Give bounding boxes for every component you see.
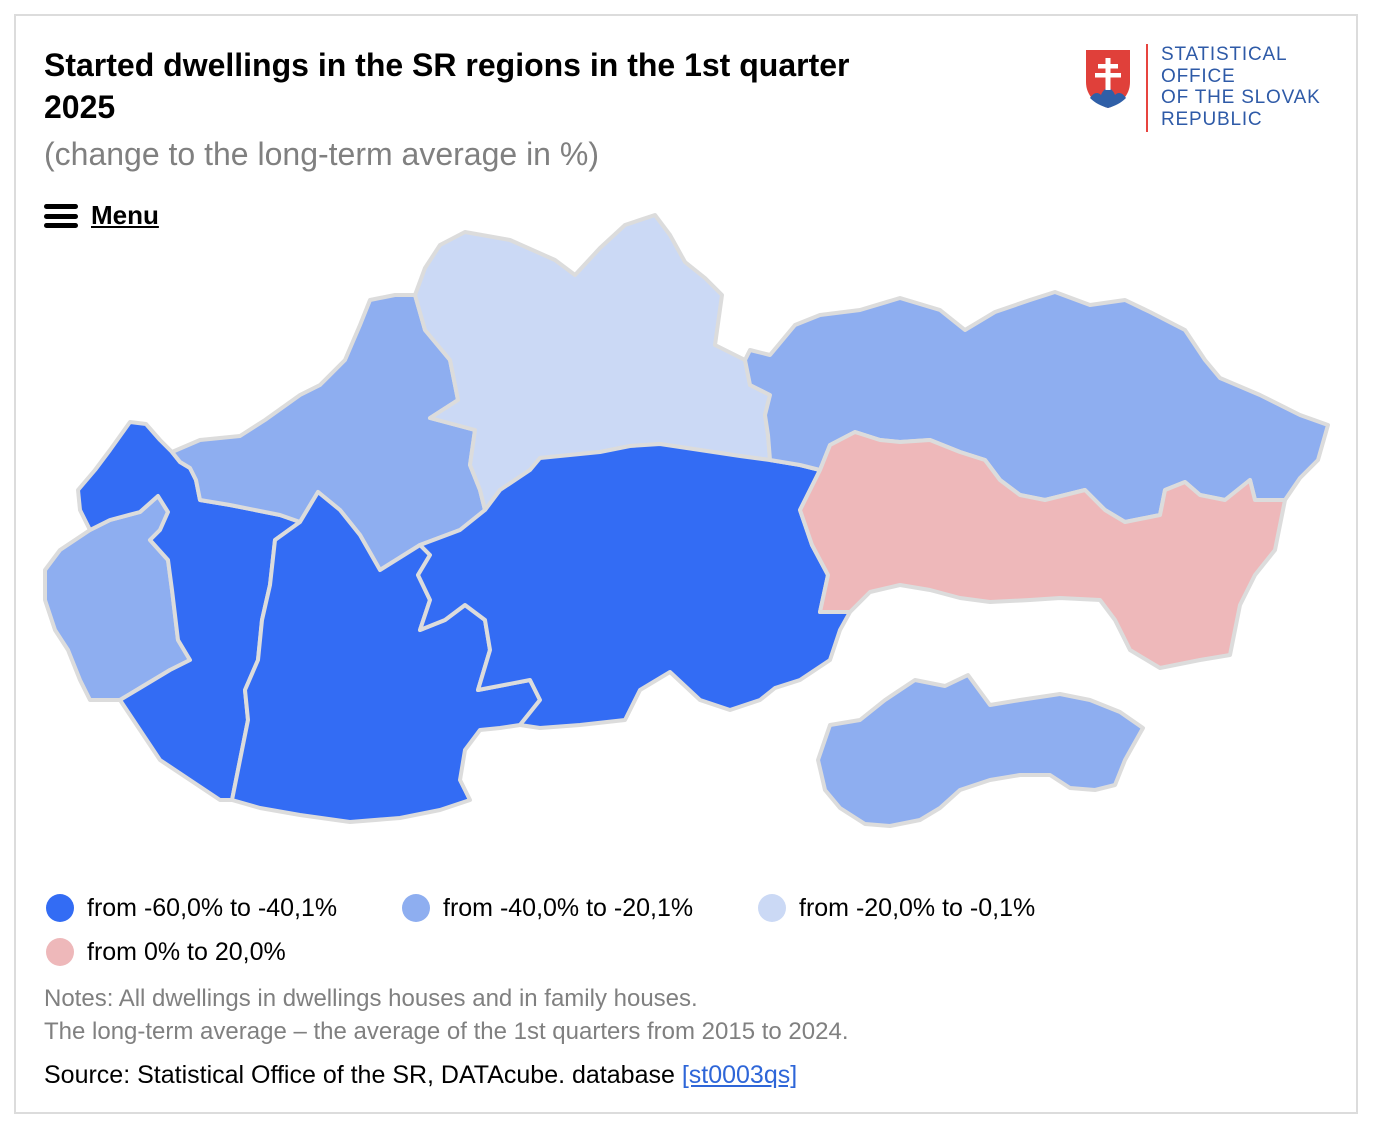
org-line: REPUBLIC bbox=[1161, 108, 1263, 130]
source-line: Source: Statistical Office of the SR, DA… bbox=[44, 1060, 797, 1090]
legend-label: from -60,0% to -40,1% bbox=[87, 893, 338, 922]
legend-item[interactable]: from 0% to 20,0% bbox=[46, 934, 286, 970]
logo-divider bbox=[1146, 44, 1148, 132]
slovakia-regions-map bbox=[43, 213, 1330, 828]
slovak-coat-of-arms-icon bbox=[1086, 50, 1130, 108]
chart-title: Started dwellings in the SR regions in t… bbox=[44, 47, 850, 125]
statistical-office-logo[interactable]: STATISTICAL OFFICE OF THE SLOVAK REPUBLI… bbox=[1084, 44, 1354, 136]
legend-swatch-pink bbox=[46, 938, 74, 966]
org-line: OF THE SLOVAK bbox=[1161, 87, 1321, 108]
legend-item[interactable]: from -60,0% to -40,1% bbox=[46, 890, 337, 926]
org-line: OFFICE bbox=[1161, 65, 1236, 87]
region-banska-bystrica[interactable] bbox=[416, 442, 852, 730]
organization-name: STATISTICAL OFFICE OF THE SLOVAK REPUBLI… bbox=[1161, 44, 1321, 130]
menu-label: Menu bbox=[91, 200, 159, 230]
legend-item[interactable]: from -20,0% to -0,1% bbox=[758, 890, 1035, 926]
org-line: STATISTICAL bbox=[1161, 44, 1288, 65]
source-database-link[interactable]: [st0003qs] bbox=[681, 1061, 798, 1089]
source-text: Source: Statistical Office of the SR, DA… bbox=[44, 1061, 682, 1089]
hamburger-icon bbox=[44, 204, 78, 228]
legend-label: from -40,0% to -20,1% bbox=[443, 893, 694, 922]
notes-line-2: The long-term average – the average of t… bbox=[44, 1018, 849, 1045]
legend-label: from 0% to 20,0% bbox=[87, 937, 286, 966]
notes-line-1: Notes: All dwellings in dwellings houses… bbox=[44, 985, 698, 1012]
legend-item[interactable]: from -40,0% to -20,1% bbox=[402, 890, 693, 926]
region-island[interactable] bbox=[816, 673, 1145, 828]
legend-swatch-medium-blue bbox=[402, 894, 430, 922]
chart-subtitle: (change to the long-term average in %) bbox=[44, 136, 599, 172]
legend-swatch-light-blue bbox=[758, 894, 786, 922]
region-kosice[interactable] bbox=[798, 430, 1287, 670]
legend-swatch-dark-blue bbox=[46, 894, 74, 922]
legend-label: from -20,0% to -0,1% bbox=[799, 893, 1036, 922]
